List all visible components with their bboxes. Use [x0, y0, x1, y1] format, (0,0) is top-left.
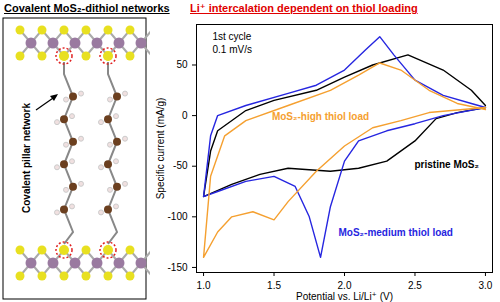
svg-text:1.5: 1.5	[267, 280, 281, 291]
svg-text:pristine MoS₂: pristine MoS₂	[415, 159, 479, 170]
svg-text:1st cycle: 1st cycle	[213, 31, 252, 42]
svg-text:MoS₂-high thiol load: MoS₂-high thiol load	[272, 111, 369, 122]
svg-text:1.0: 1.0	[197, 280, 211, 291]
svg-text:2.0: 2.0	[338, 280, 352, 291]
svg-text:Covalent pillar network: Covalent pillar network	[21, 103, 32, 213]
svg-text:-150: -150	[167, 262, 187, 273]
svg-text:MoS₂-medium thiol load: MoS₂-medium thiol load	[339, 227, 453, 238]
svg-text:50: 50	[176, 59, 188, 70]
svg-text:0: 0	[182, 110, 188, 121]
svg-text:Potential vs. Li/Li⁺ (V): Potential vs. Li/Li⁺ (V)	[296, 291, 393, 302]
svg-text:-50: -50	[173, 160, 188, 171]
svg-text:0.1 mV/s: 0.1 mV/s	[213, 44, 252, 55]
svg-text:3.0: 3.0	[478, 280, 492, 291]
svg-text:-100: -100	[167, 211, 187, 222]
html-text:Li⁺ intercalation dependent on: Li⁺ intercalation dependent on thiol loa…	[190, 2, 418, 14]
svg-text:Specific current (mA/g): Specific current (mA/g)	[155, 98, 166, 200]
svg-text:2.5: 2.5	[408, 280, 422, 291]
html-text:Covalent MoS₂-dithiol networks: Covalent MoS₂-dithiol networks	[4, 2, 170, 14]
